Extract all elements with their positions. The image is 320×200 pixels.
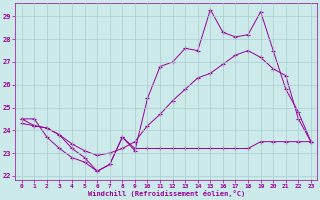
X-axis label: Windchill (Refroidissement éolien,°C): Windchill (Refroidissement éolien,°C) xyxy=(88,190,245,197)
